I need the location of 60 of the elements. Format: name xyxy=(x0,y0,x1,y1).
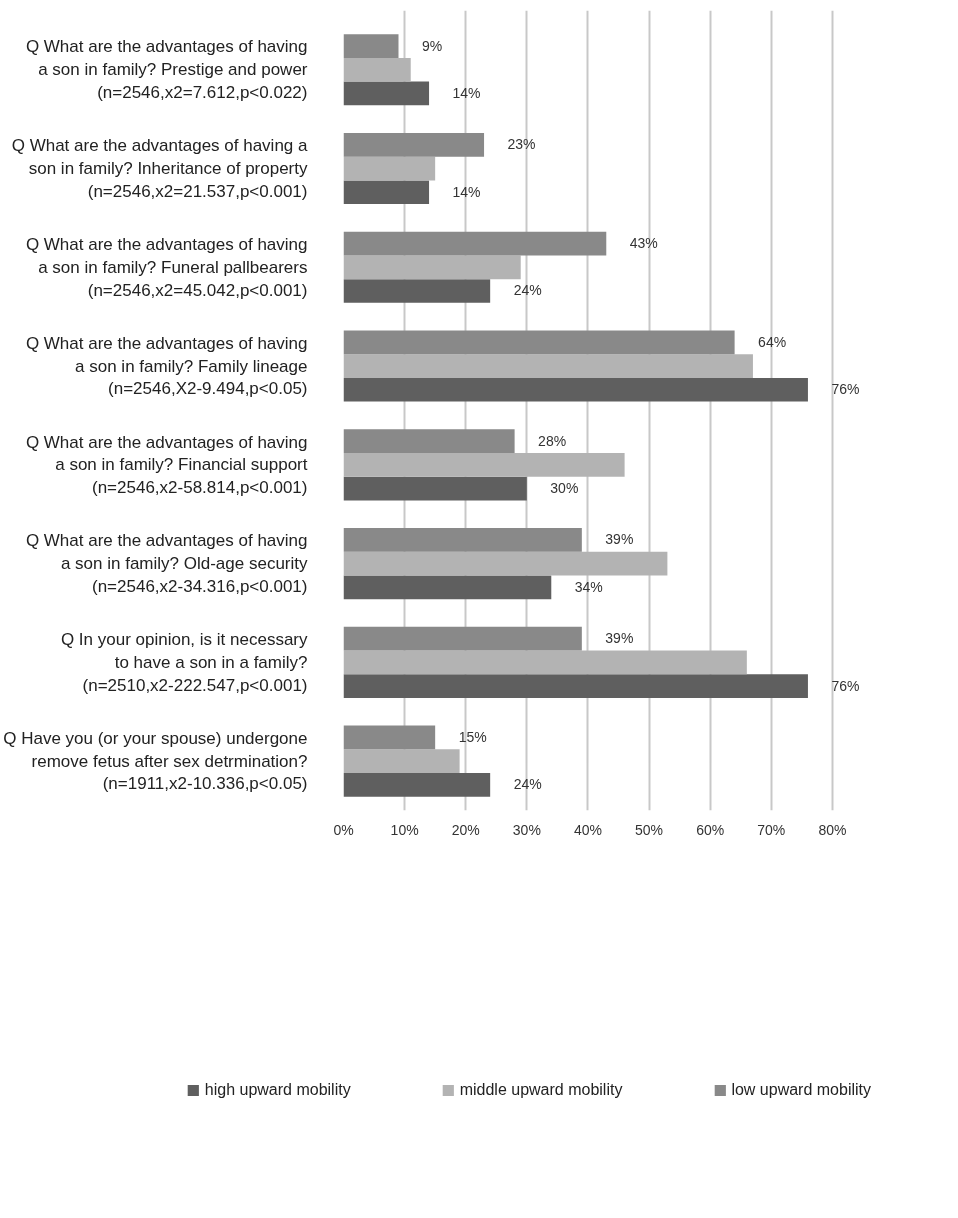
data-label: 28% xyxy=(538,432,567,449)
y-tick-label: Q What are the advantages of having a son in family? Prestige and power (n=2546,x2=7.612,p<0.022) xyxy=(25,37,308,103)
data-label: 76% xyxy=(831,381,860,398)
bar xyxy=(343,279,491,303)
data-label: 23% xyxy=(507,136,536,153)
data-label: 39% xyxy=(605,531,634,548)
bar xyxy=(343,57,411,82)
data-label: 30% xyxy=(550,480,579,497)
y-tick-label: Q What are the advantages of having a son in family? Family lineage (n=2546,X2-9.494,p<0.05) xyxy=(25,333,308,399)
bar xyxy=(343,81,430,106)
bar xyxy=(343,132,485,157)
legend-label: low upward mobility xyxy=(731,1081,871,1099)
bar xyxy=(343,772,491,797)
data-label: 43% xyxy=(629,235,658,252)
legend-label: high upward mobility xyxy=(204,1081,351,1099)
x-tick-label: 30% xyxy=(512,821,541,838)
bar xyxy=(343,725,436,750)
bar xyxy=(343,749,460,773)
data-label: 15% xyxy=(458,728,487,745)
bar xyxy=(343,255,521,280)
data-label: 14% xyxy=(452,183,481,200)
bar xyxy=(343,575,552,600)
x-tick-label: 0% xyxy=(333,821,354,838)
bar xyxy=(343,231,607,256)
data-label: 64% xyxy=(758,333,787,350)
x-tick-label: 10% xyxy=(390,821,419,838)
y-tick-label: Q What are the advantages of having a son in family? Financial support (n=2546,x2-58.814,p<0.001) xyxy=(25,432,308,498)
y-tick-label: Q Have you (or your spouse) undergone remove fetus after sex detrmination? (n=1911,x2-10.336,p<0.05) xyxy=(3,728,308,794)
bar xyxy=(343,180,430,205)
legend-label: middle upward mobility xyxy=(459,1081,623,1099)
bar xyxy=(343,377,808,402)
bar xyxy=(343,452,625,477)
data-label: 34% xyxy=(574,578,603,595)
bar xyxy=(343,156,436,181)
bar xyxy=(343,330,735,355)
x-tick-label: 70% xyxy=(757,821,786,838)
bar xyxy=(343,476,527,501)
x-tick-label: 40% xyxy=(573,821,602,838)
y-tick-label: Q In your opinion, is it necessary to have a son in a family? (n=2510,x2-222.547,p<0.001) xyxy=(60,630,308,695)
bar xyxy=(343,429,515,453)
y-tick-label: Q What are the advantages of having a son in family? Old-age security (n=2546,x2-34.316,p<0.001) xyxy=(25,531,308,596)
bar xyxy=(343,674,808,698)
bar xyxy=(343,551,668,576)
bar xyxy=(343,650,747,675)
data-label: 24% xyxy=(513,776,542,793)
x-tick-label: 60% xyxy=(696,821,725,838)
data-label: 24% xyxy=(513,282,542,299)
bar xyxy=(343,528,582,552)
data-label: 39% xyxy=(605,630,634,647)
data-label: 76% xyxy=(831,677,860,694)
bar xyxy=(343,354,753,378)
bar xyxy=(343,34,399,58)
data-label: 9% xyxy=(422,37,443,54)
y-tick-label: Q What are the advantages of having a son in family? Funeral pallbearers (n=2546,x2=45.042,p<0.001) xyxy=(25,234,308,300)
y-tick-label: Q What are the advantages of having a son in family? Inheritance of property (n=2546,x2=21.537,p<0.001) xyxy=(11,136,309,201)
x-tick-label: 80% xyxy=(818,821,847,838)
x-tick-label: 50% xyxy=(635,821,664,838)
data-label: 14% xyxy=(452,84,481,101)
bar xyxy=(343,626,582,651)
x-tick-label: 20% xyxy=(451,821,480,838)
